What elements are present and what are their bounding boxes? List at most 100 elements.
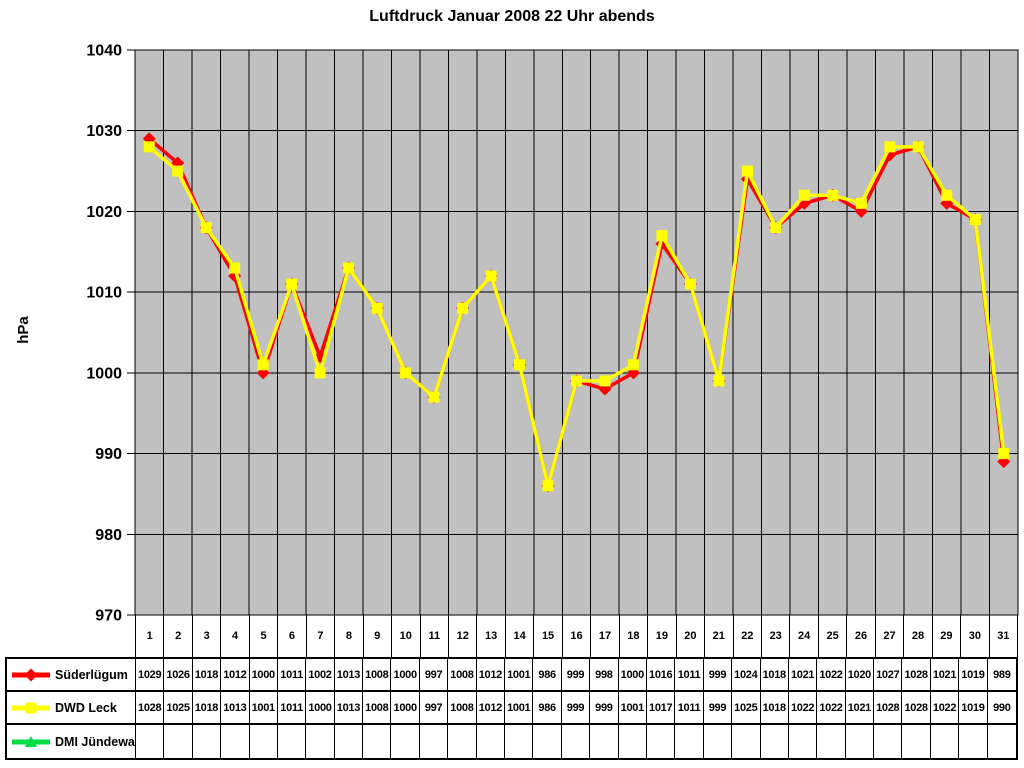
series-1-marker	[627, 359, 639, 371]
day-label: 5	[250, 615, 279, 657]
y-tick-label: 980	[95, 527, 122, 544]
value-cell	[363, 725, 392, 758]
value-cell	[448, 725, 477, 758]
value-cell: 1017	[646, 692, 676, 725]
value-cell	[477, 725, 506, 758]
y-tick-label: 1000	[86, 365, 122, 382]
value-cell: 1011	[675, 692, 704, 725]
value-cell	[164, 725, 193, 758]
series-1-marker	[912, 141, 924, 153]
y-tick-label: 1010	[86, 285, 122, 302]
day-label: 22	[734, 615, 762, 657]
series-1-marker	[998, 448, 1010, 460]
series-1-marker	[172, 165, 184, 177]
value-cell: 1018	[760, 692, 789, 725]
series-1-marker	[770, 222, 782, 234]
value-cell: 1021	[930, 659, 960, 692]
value-cell: 1026	[164, 659, 193, 692]
day-label: 4	[221, 615, 250, 657]
day-label: 3	[193, 615, 222, 657]
value-cell: 1000	[618, 659, 647, 692]
value-cell: 1018	[192, 692, 222, 725]
value-cell	[732, 725, 761, 758]
value-cell: 1013	[334, 692, 364, 725]
value-cell: 1012	[476, 692, 506, 725]
day-label: 14	[506, 615, 535, 657]
value-cell: 1012	[476, 659, 506, 692]
value-cell: 1018	[192, 659, 222, 692]
value-cell	[846, 725, 875, 758]
value-cell	[505, 725, 534, 758]
value-cell: 1020	[845, 659, 875, 692]
legend-row-suederluegum: Süderlügum	[7, 659, 136, 692]
y-tick-label: 1040	[86, 43, 122, 60]
value-cell: 1022	[817, 659, 846, 692]
value-cell: 1000	[391, 692, 420, 725]
value-cell: 986	[533, 692, 562, 725]
series-1-marker	[457, 302, 469, 314]
series-1-marker	[969, 214, 981, 225]
day-label: 7	[307, 615, 336, 657]
value-cell: 1011	[277, 692, 307, 725]
value-cell: 1012	[221, 659, 250, 692]
value-cell	[193, 725, 222, 758]
value-cell: 999	[703, 659, 733, 692]
value-cell: 1011	[675, 659, 704, 692]
value-cell	[136, 725, 165, 758]
value-cell: 1028	[902, 692, 931, 725]
value-cell: 1028	[136, 692, 165, 725]
series-1-marker	[200, 222, 212, 234]
day-label: 15	[534, 615, 563, 657]
legend-square-icon	[12, 702, 50, 713]
value-cell	[278, 725, 307, 758]
value-cell	[335, 725, 364, 758]
day-label: 11	[421, 615, 449, 657]
legend-label: DWD Leck	[55, 700, 117, 715]
day-label: 21	[705, 615, 734, 657]
value-cell: 999	[703, 692, 733, 725]
value-cell: 1027	[874, 659, 903, 692]
value-cell: 1025	[732, 692, 761, 725]
series-1-marker	[941, 189, 953, 201]
value-cell: 1001	[505, 659, 534, 692]
value-cell	[988, 725, 1016, 758]
series-1-marker	[286, 278, 298, 290]
series-1-marker	[741, 165, 753, 177]
series-1-marker	[514, 359, 526, 371]
value-cell: 1001	[249, 692, 278, 725]
value-cell	[761, 725, 789, 758]
series-1-marker	[684, 278, 696, 290]
value-cell: 1028	[874, 692, 903, 725]
series-1-marker	[485, 270, 497, 282]
legend-row-dmi-juendewatt: DMI Jündewatt	[7, 725, 136, 758]
day-label: 26	[847, 615, 876, 657]
value-cell: 999	[590, 692, 619, 725]
legend-row-dwd-leck: DWD Leck	[7, 692, 136, 725]
series-1-marker	[656, 230, 668, 242]
y-tick-label: 1020	[86, 204, 122, 221]
value-cell	[902, 725, 931, 758]
day-label: 30	[961, 615, 990, 657]
y-tick-label: 990	[95, 446, 122, 463]
value-cell: 1025	[164, 692, 193, 725]
series-1-marker	[855, 197, 867, 209]
series-1-marker	[428, 391, 440, 403]
series-1-marker	[400, 367, 412, 379]
series-1-marker	[371, 302, 383, 314]
value-cell: 1021	[788, 659, 818, 692]
chart-title: Luftdruck Januar 2008 22 Uhr abends	[369, 8, 655, 25]
day-label: 27	[876, 615, 905, 657]
value-cell	[562, 725, 591, 758]
day-label: 17	[591, 615, 620, 657]
value-cell: 1018	[760, 659, 789, 692]
value-cell	[931, 725, 960, 758]
value-cell	[704, 725, 733, 758]
value-cell: 1001	[505, 692, 534, 725]
value-cell	[306, 725, 335, 758]
day-label: 13	[477, 615, 506, 657]
day-label: 9	[364, 615, 393, 657]
day-label: 20	[677, 615, 706, 657]
value-cell	[817, 725, 846, 758]
legend-triangle-icon	[12, 735, 50, 747]
